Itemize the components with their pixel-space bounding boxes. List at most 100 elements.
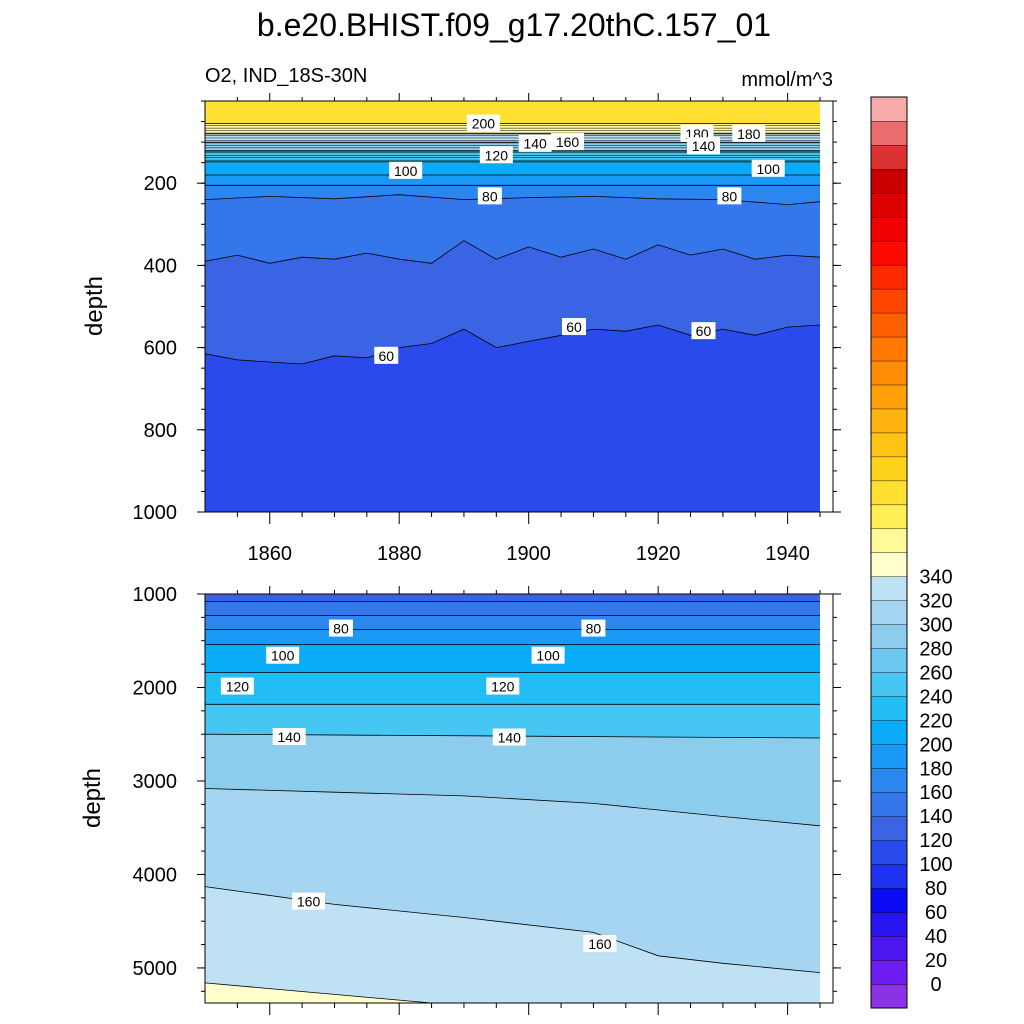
colorbar-swatch (870, 935, 908, 961)
y-tick-label: 1000 (133, 584, 178, 606)
contour-label-bg (518, 134, 552, 152)
colorbar-swatch (870, 408, 908, 434)
contour-label-bg (266, 646, 300, 664)
colorbar-label: 240 (919, 686, 952, 708)
contour-label-bg (292, 892, 326, 910)
contour-label-bg (466, 114, 500, 132)
y-tick-label: 2000 (133, 677, 178, 699)
x-tick-label: 1920 (636, 543, 681, 565)
contour-label: 120 (226, 679, 250, 695)
colorbar-swatch (870, 504, 908, 530)
contour-label-bg (531, 646, 565, 664)
colorbar-frame (870, 96, 908, 1009)
contour-fills (205, 101, 820, 512)
variable-label: O2, IND_18S-30N (205, 65, 367, 87)
colorbar: 0204060801001201401601802002202402602803… (870, 96, 953, 1009)
colorbar-swatch (870, 816, 908, 841)
colorbar-swatch (870, 792, 908, 817)
x-tick-label: 1880 (377, 543, 422, 565)
colorbar-swatch (870, 144, 908, 170)
contour-label: 80 (586, 621, 602, 637)
contour-label: 140 (523, 136, 547, 152)
colorbar-swatch (870, 384, 908, 410)
contour-label: 60 (378, 348, 394, 364)
lower-depth-panel: 80 80 100 100 120 120 140 140 160 160 1000 2000 3000… (133, 584, 841, 1015)
isoline-150 (205, 788, 820, 827)
lower-y-axis-label: depth (79, 768, 106, 828)
fill-band-70 (205, 594, 820, 602)
colorbar-swatch (870, 863, 908, 889)
colorbar-swatch (870, 456, 908, 482)
contour-label-bg (717, 187, 742, 205)
contour-label: 80 (722, 188, 738, 204)
colorbar-label: 0 (930, 974, 941, 996)
colorbar-label: 200 (919, 734, 952, 756)
colorbar-label: 80 (925, 878, 947, 900)
colorbar-swatch (870, 648, 908, 673)
colorbar-swatch (870, 576, 908, 601)
colorbar-swatch (870, 480, 908, 506)
colorbar-label: 40 (925, 926, 947, 948)
colorbar-label: 320 (919, 590, 952, 612)
colorbar-swatch (870, 600, 908, 625)
y-tick-label: 800 (144, 420, 177, 442)
colorbar-label: 160 (919, 782, 952, 804)
colorbar-swatch (870, 839, 908, 865)
contour-label: 200 (472, 116, 496, 132)
upper-y-axis-label: depth (81, 276, 108, 336)
colorbar-swatch (870, 983, 908, 1009)
contour-label-bg (389, 161, 423, 179)
contour-label: 60 (696, 323, 712, 339)
colorbar-label: 20 (925, 950, 947, 972)
colorbar-swatch (870, 240, 908, 266)
isoline-60 (205, 324, 820, 365)
contour-label: 160 (297, 894, 321, 910)
contour-label-bg (328, 619, 353, 637)
contour-label-bg (751, 159, 785, 177)
colorbar-swatch (870, 168, 908, 194)
colorbar-swatch (870, 672, 908, 697)
contour-label-bg (477, 187, 502, 205)
y-tick-label: 3000 (133, 771, 178, 793)
contour-label-bg (551, 133, 585, 151)
colorbar-swatch (870, 959, 908, 985)
colorbar-swatch (870, 528, 908, 553)
colorbar-swatch (870, 887, 908, 913)
colorbar-label: 300 (919, 614, 952, 636)
colorbar-swatch (870, 120, 908, 146)
colorbar-swatch (870, 624, 908, 649)
colorbar-label: 280 (919, 638, 952, 660)
colorbar-swatch (870, 768, 908, 793)
colorbar-swatch (870, 264, 908, 290)
x-tick-label: 1900 (506, 543, 551, 565)
x-tick-label: 1940 (765, 543, 810, 565)
contour-label: 140 (692, 138, 716, 154)
contour-label: 180 (737, 126, 761, 142)
contour-label-bg (492, 728, 526, 746)
x-tick-label: 1860 (247, 543, 292, 565)
chart-title: b.e20.BHIST.f09_g17.20thC.157_01 (257, 7, 771, 43)
contour-label: 120 (491, 679, 515, 695)
colorbar-label: 220 (919, 710, 952, 732)
contour-label-bg (562, 318, 586, 336)
contour-label-bg (272, 728, 306, 746)
contour-label: 80 (482, 188, 498, 204)
colorbar-label: 180 (919, 758, 952, 780)
contour-label: 140 (498, 730, 522, 746)
contour-label: 120 (485, 147, 509, 163)
surface-fill-band (205, 101, 820, 124)
contour-label-bg (374, 346, 399, 364)
colorbar-label: 340 (919, 566, 952, 588)
contour-label-bg (686, 137, 720, 155)
contour-label: 60 (566, 319, 582, 335)
isoline-170 (205, 982, 432, 1003)
colorbar-swatch (870, 288, 908, 314)
plot-frame (204, 593, 834, 1004)
contour-label-bg (220, 677, 254, 695)
contour-label: 80 (333, 621, 349, 637)
contour-label-bg (732, 124, 766, 142)
colorbar-label: 100 (919, 854, 952, 876)
contour-label: 160 (588, 936, 612, 952)
